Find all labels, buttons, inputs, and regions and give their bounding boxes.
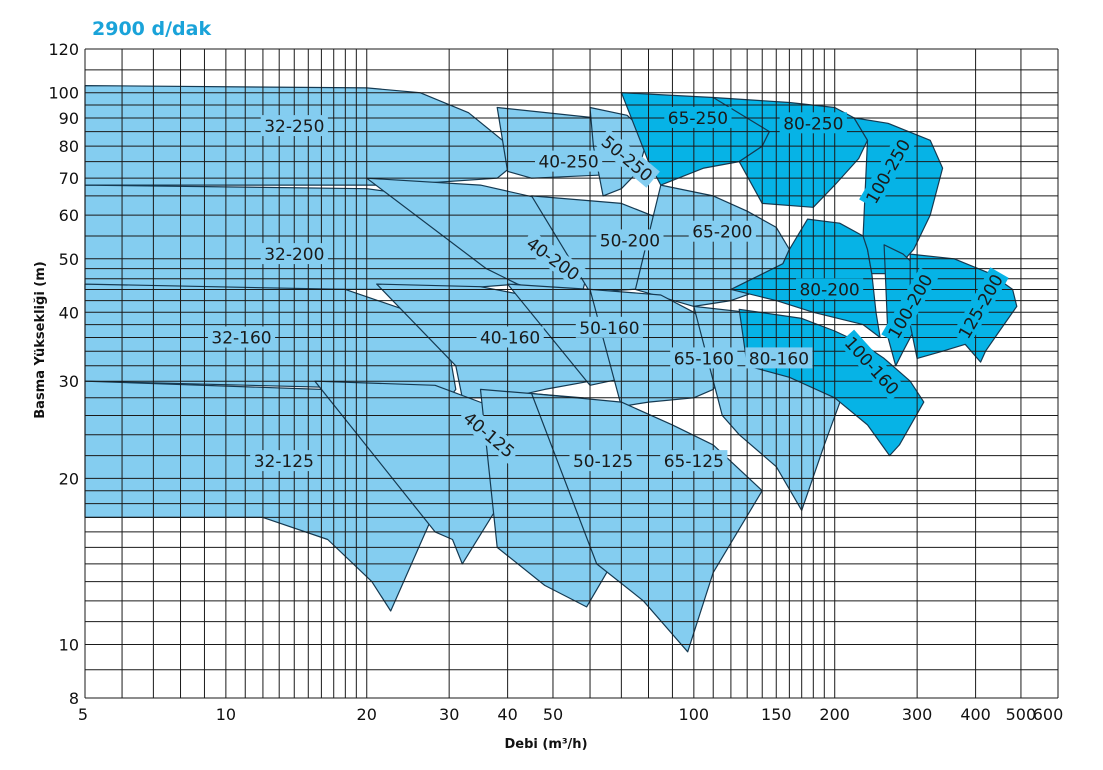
y-tick-label: 8 bbox=[69, 689, 79, 708]
x-tick-label: 40 bbox=[497, 705, 517, 724]
region-label-bg bbox=[535, 150, 603, 172]
region-label-group: 50-200 bbox=[596, 229, 664, 251]
region-label-bg bbox=[859, 132, 917, 210]
x-tick-label: 100 bbox=[679, 705, 710, 724]
region-label-group: 40-160 bbox=[476, 326, 544, 349]
region-label-bg bbox=[660, 450, 728, 472]
region-label-bg bbox=[594, 128, 660, 188]
x-tick-label: 10 bbox=[216, 705, 236, 724]
region-label: 32-250 bbox=[264, 117, 324, 137]
region-label-bg bbox=[250, 450, 318, 472]
region-label-bg bbox=[838, 329, 906, 402]
region-label-group: 65-160 bbox=[670, 347, 738, 369]
x-axis-title: Debi (m³/h) bbox=[504, 737, 587, 752]
region-label-group: 50-160 bbox=[575, 316, 643, 339]
x-tick-label: 600 bbox=[1033, 705, 1064, 724]
y-tick-label: 60 bbox=[59, 206, 79, 225]
region-label: 40-160 bbox=[480, 329, 540, 349]
x-tick-label: 200 bbox=[819, 705, 850, 724]
region-label-bg bbox=[688, 220, 756, 242]
y-tick-label: 20 bbox=[59, 469, 79, 488]
region-label-bg bbox=[569, 450, 637, 472]
region-label-bg bbox=[881, 267, 939, 345]
region-label-group: 80-200 bbox=[796, 278, 864, 300]
x-tick-label: 30 bbox=[439, 705, 459, 724]
grid-lines bbox=[84, 48, 1059, 699]
y-axis-title: Basma Yüksekliği (m) bbox=[33, 261, 48, 418]
y-tick-label: 10 bbox=[59, 636, 79, 655]
region-label: 80-160 bbox=[749, 349, 809, 369]
x-tick-label: 20 bbox=[357, 705, 377, 724]
region-label-bg bbox=[575, 316, 643, 338]
region-label-bg bbox=[207, 326, 276, 348]
chart-title: 2900 d/dak bbox=[92, 18, 212, 40]
region-label-group: 80-160 bbox=[745, 347, 813, 369]
region-label: 65-200 bbox=[692, 223, 752, 243]
region-label: 32-125 bbox=[254, 452, 314, 472]
region-label-group: 32-125 bbox=[250, 450, 318, 472]
region-label: 50-160 bbox=[579, 319, 639, 339]
region-label-bg bbox=[456, 404, 522, 464]
region-label: 80-200 bbox=[799, 280, 859, 300]
y-tick-label: 70 bbox=[59, 169, 79, 188]
region-label: 50-200 bbox=[600, 231, 660, 251]
x-tick-label: 500 bbox=[1006, 705, 1037, 724]
region-label-group: 32-160 bbox=[207, 326, 276, 349]
y-tick-label: 30 bbox=[59, 372, 79, 391]
region-label-group: 50-125 bbox=[569, 450, 637, 472]
region-label: 40-250 bbox=[538, 153, 598, 173]
region-label: 65-250 bbox=[668, 109, 728, 129]
region-label-bg bbox=[596, 229, 664, 251]
region-label: 50-125 bbox=[573, 452, 633, 472]
region-label-group: 40-250 bbox=[535, 150, 603, 173]
region-label-bg bbox=[951, 267, 1009, 345]
region-label-bg bbox=[260, 115, 328, 137]
region-100-160 bbox=[738, 308, 925, 457]
region-label: 80-250 bbox=[783, 114, 843, 134]
region-label: 65-125 bbox=[664, 452, 724, 472]
region-label-group: 65-125 bbox=[660, 450, 728, 472]
x-tick-label: 5 bbox=[78, 705, 88, 724]
region-label-bg bbox=[260, 243, 328, 265]
region-label-bg bbox=[779, 112, 847, 134]
y-tick-label: 100 bbox=[48, 84, 79, 103]
region-label-bg bbox=[796, 278, 864, 300]
region-label-group: 80-250 bbox=[779, 112, 847, 134]
region-label-bg bbox=[745, 347, 813, 369]
region-label-bg bbox=[476, 326, 544, 348]
region-label: 32-200 bbox=[264, 245, 324, 265]
x-tick-label: 150 bbox=[761, 705, 792, 724]
y-tick-label: 90 bbox=[59, 109, 79, 128]
y-tick-label: 80 bbox=[59, 137, 79, 156]
region-label-group: 32-200 bbox=[260, 243, 328, 265]
y-tick-labels: 8 10 20 30 40 50 60 70 80 90 100 120 bbox=[48, 40, 79, 708]
region-label-group: 32-250 bbox=[260, 115, 328, 137]
y-tick-label: 50 bbox=[59, 250, 79, 269]
region-label: 32-160 bbox=[211, 329, 271, 349]
region-label-bg bbox=[664, 106, 732, 128]
region-label-group: 65-250 bbox=[664, 106, 732, 129]
y-tick-label: 120 bbox=[48, 40, 79, 59]
x-tick-label: 50 bbox=[543, 705, 563, 724]
region-label-group: 65-200 bbox=[688, 220, 756, 243]
region-125-200 bbox=[909, 253, 1018, 363]
region-label-bg bbox=[670, 347, 738, 369]
y-tick-label: 40 bbox=[59, 303, 79, 322]
region-label: 65-160 bbox=[674, 349, 734, 369]
region-label-bg bbox=[519, 230, 587, 287]
x-tick-label: 400 bbox=[960, 705, 991, 724]
x-tick-label: 300 bbox=[902, 705, 933, 724]
